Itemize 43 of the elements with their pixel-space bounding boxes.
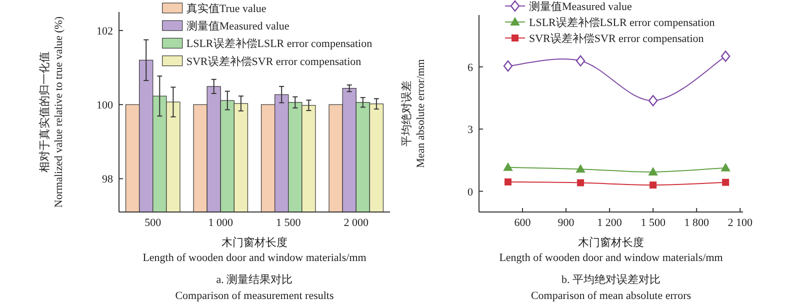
y-tick-label: 0: [468, 186, 474, 198]
x-tick-label: 500: [144, 217, 162, 229]
x-tick-label: 1 500: [276, 217, 302, 229]
point: [650, 182, 657, 189]
legend-label: LSLR误差补偿LSLR error compensation: [529, 16, 716, 29]
legend-label: 测量值Measured value: [529, 1, 632, 13]
x-tick-label: 1 000: [208, 217, 234, 229]
point: [577, 179, 584, 186]
x-axis-title: 木门窗材长度 Length of wooden door and window materials/mm: [499, 236, 724, 264]
x-tick-label: 1 500: [640, 217, 666, 229]
text: Comparison of measurement results: [175, 290, 334, 302]
y-tick-label: 98: [102, 174, 114, 186]
text: a. 测量结果对比: [216, 273, 293, 286]
point: [722, 178, 730, 186]
x-axis-title: 木门窗材长度 Length of wooden door and window materials/mm: [142, 236, 367, 264]
text: b. 平均绝对误差对比: [562, 273, 660, 286]
legend-label: SVR误差补偿SVR error compensation: [529, 32, 704, 45]
y-axis-title: 平均绝对误差 Mean absolute error/mm: [400, 58, 427, 168]
point: [648, 167, 658, 176]
y-axis-title: 相对于真实值的归一化值 Normalized value relative to true value (%): [38, 16, 65, 208]
text: Comparison of mean absolute errors: [530, 290, 692, 302]
x-tick-label: 600: [514, 217, 532, 229]
point: [720, 50, 730, 62]
point: [576, 55, 586, 66]
x-tick-label: 1 200: [597, 217, 622, 229]
point: [576, 164, 586, 173]
point: [503, 60, 513, 72]
legend-label: LSLR误差补偿LSLR error compensation: [186, 37, 373, 50]
y-tick-label: 6: [468, 62, 474, 74]
y-tick-label: 100: [96, 100, 114, 112]
x-tick-label: 2 100: [728, 217, 753, 229]
legend-label: SVR误差补偿SVR error compensation: [186, 54, 362, 68]
y-tick-label: 3: [468, 124, 474, 136]
point: [504, 162, 513, 171]
x-tick-label: 900: [558, 217, 575, 229]
point: [648, 95, 658, 106]
point: [504, 178, 512, 186]
x-tick-label: 1 800: [684, 217, 710, 229]
legend-label: 测量值Measured value: [186, 20, 290, 33]
y-tick-label: 102: [96, 26, 113, 38]
x-tick-label: 2 000: [344, 217, 369, 229]
point: [721, 163, 730, 172]
legend-label: 真实值True value: [186, 2, 266, 15]
